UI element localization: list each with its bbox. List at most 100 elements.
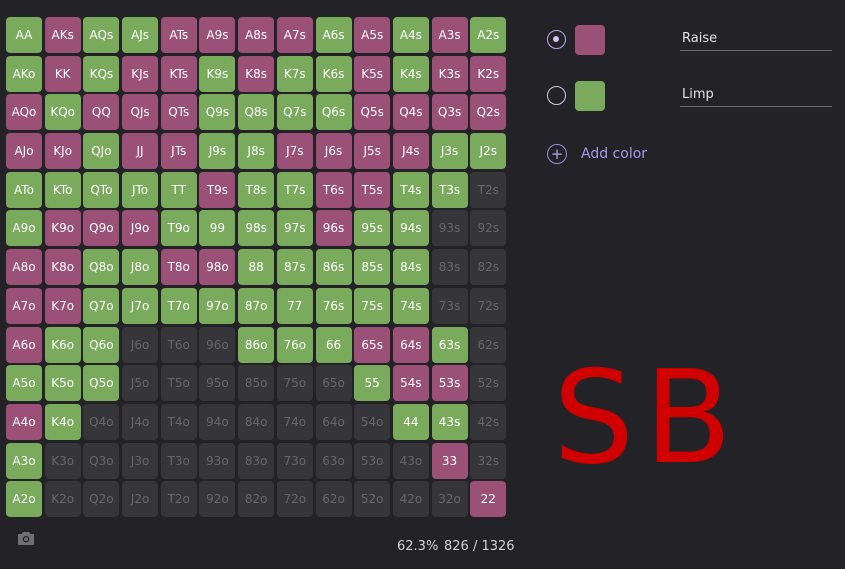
hand-cell-k3s[interactable]: K3s [431,55,468,92]
hand-cell-qjs[interactable]: QJs [122,94,159,131]
hand-cell-62s[interactable]: 62s [470,326,507,363]
hand-cell-jts[interactable]: JTs [160,133,197,170]
hand-cell-k7o[interactable]: K7o [44,287,81,324]
limp-name-field[interactable] [680,82,832,107]
hand-cell-73o[interactable]: 73o [276,442,313,479]
hand-cell-44[interactable]: 44 [392,403,429,440]
hand-cell-85s[interactable]: 85s [354,249,391,286]
hand-cell-86o[interactable]: 86o [238,326,275,363]
hand-cell-a9s[interactable]: A9s [199,17,236,53]
hand-cell-t7o[interactable]: T7o [160,287,197,324]
hand-cell-65s[interactable]: 65s [354,326,391,363]
hand-cell-k3o[interactable]: K3o [44,442,81,479]
hand-cell-a8o[interactable]: A8o [6,249,42,286]
hand-cell-kto[interactable]: KTo [44,171,81,208]
hand-cell-k4o[interactable]: K4o [44,403,81,440]
hand-cell-q8s[interactable]: Q8s [238,94,275,131]
hand-cell-a5o[interactable]: A5o [6,365,42,402]
hand-cell-72o[interactable]: 72o [276,481,313,518]
hand-cell-t9s[interactable]: T9s [199,171,236,208]
hand-cell-66[interactable]: 66 [315,326,352,363]
hand-cell-qto[interactable]: QTo [83,171,120,208]
hand-cell-j3s[interactable]: J3s [431,133,468,170]
hand-cell-94o[interactable]: 94o [199,403,236,440]
hand-cell-84s[interactable]: 84s [392,249,429,286]
limp-swatch[interactable] [575,81,605,111]
hand-cell-93o[interactable]: 93o [199,442,236,479]
hand-cell-q4s[interactable]: Q4s [392,94,429,131]
hand-cell-a9o[interactable]: A9o [6,210,42,247]
hand-cell-a7s[interactable]: A7s [276,17,313,53]
hand-cell-43o[interactable]: 43o [392,442,429,479]
hand-cell-32o[interactable]: 32o [431,481,468,518]
hand-cell-94s[interactable]: 94s [392,210,429,247]
hand-cell-92o[interactable]: 92o [199,481,236,518]
hand-cell-t5o[interactable]: T5o [160,365,197,402]
hand-cell-84o[interactable]: 84o [238,403,275,440]
hand-cell-q5o[interactable]: Q5o [83,365,120,402]
hand-cell-j2s[interactable]: J2s [470,133,507,170]
hand-cell-a6o[interactable]: A6o [6,326,42,363]
hand-cell-ajs[interactable]: AJs [122,17,159,53]
hand-cell-qq[interactable]: QQ [83,94,120,131]
hand-cell-k9o[interactable]: K9o [44,210,81,247]
hand-cell-65o[interactable]: 65o [315,365,352,402]
hand-cell-j5o[interactable]: J5o [122,365,159,402]
hand-cell-k8s[interactable]: K8s [238,55,275,92]
hand-cell-43s[interactable]: 43s [431,403,468,440]
hand-cell-53o[interactable]: 53o [354,442,391,479]
hand-cell-54o[interactable]: 54o [354,403,391,440]
hand-cell-aa[interactable]: AA [6,17,42,53]
hand-cell-j8s[interactable]: J8s [238,133,275,170]
hand-cell-tt[interactable]: TT [160,171,197,208]
hand-cell-a4s[interactable]: A4s [392,17,429,53]
hand-cell-j7s[interactable]: J7s [276,133,313,170]
hand-cell-kk[interactable]: KK [44,55,81,92]
hand-cell-kjo[interactable]: KJo [44,133,81,170]
hand-cell-63o[interactable]: 63o [315,442,352,479]
add-color-button[interactable]: + Add color [547,143,647,165]
hand-cell-a7o[interactable]: A7o [6,287,42,324]
hand-cell-j5s[interactable]: J5s [354,133,391,170]
hand-cell-q6o[interactable]: Q6o [83,326,120,363]
hand-cell-74s[interactable]: 74s [392,287,429,324]
hand-cell-aks[interactable]: AKs [44,17,81,53]
hand-cell-kjs[interactable]: KJs [122,55,159,92]
hand-cell-qjo[interactable]: QJo [83,133,120,170]
hand-cell-52s[interactable]: 52s [470,365,507,402]
hand-cell-a3o[interactable]: A3o [6,442,42,479]
hand-cell-97s[interactable]: 97s [276,210,313,247]
hand-cell-q8o[interactable]: Q8o [83,249,120,286]
hand-cell-j8o[interactable]: J8o [122,249,159,286]
hand-cell-a5s[interactable]: A5s [354,17,391,53]
hand-cell-99[interactable]: 99 [199,210,236,247]
hand-cell-32s[interactable]: 32s [470,442,507,479]
hand-cell-t9o[interactable]: T9o [160,210,197,247]
hand-cell-63s[interactable]: 63s [431,326,468,363]
hand-cell-75s[interactable]: 75s [354,287,391,324]
hand-cell-q9o[interactable]: Q9o [83,210,120,247]
hand-cell-96o[interactable]: 96o [199,326,236,363]
hand-cell-k8o[interactable]: K8o [44,249,81,286]
hand-cell-73s[interactable]: 73s [431,287,468,324]
hand-cell-82o[interactable]: 82o [238,481,275,518]
hand-cell-j4o[interactable]: J4o [122,403,159,440]
hand-cell-a4o[interactable]: A4o [6,403,42,440]
hand-cell-62o[interactable]: 62o [315,481,352,518]
raise-swatch[interactable] [575,25,605,55]
hand-cell-98o[interactable]: 98o [199,249,236,286]
hand-cell-kqo[interactable]: KQo [44,94,81,131]
hand-cell-t3s[interactable]: T3s [431,171,468,208]
hand-cell-ajo[interactable]: AJo [6,133,42,170]
hand-cell-k9s[interactable]: K9s [199,55,236,92]
hand-cell-q2s[interactable]: Q2s [470,94,507,131]
hand-cell-aqo[interactable]: AQo [6,94,42,131]
hand-cell-87o[interactable]: 87o [238,287,275,324]
hand-cell-t3o[interactable]: T3o [160,442,197,479]
hand-cell-q6s[interactable]: Q6s [315,94,352,131]
hand-cell-q3o[interactable]: Q3o [83,442,120,479]
hand-cell-aqs[interactable]: AQs [83,17,120,53]
hand-cell-kqs[interactable]: KQs [83,55,120,92]
hand-cell-ats[interactable]: ATs [160,17,197,53]
hand-cell-qts[interactable]: QTs [160,94,197,131]
